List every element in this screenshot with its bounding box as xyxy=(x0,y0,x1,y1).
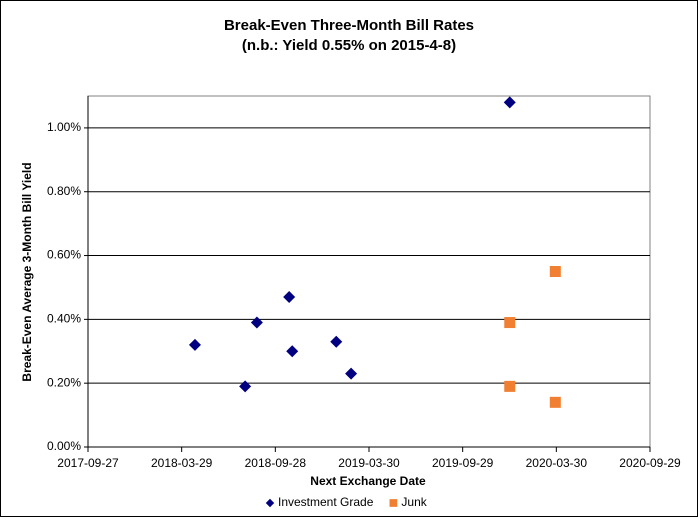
point xyxy=(250,316,263,329)
y-axis-label: Break-Even Average 3-Month Bill Yield xyxy=(20,162,34,381)
point xyxy=(188,338,201,351)
y-tick-label: 0.60% xyxy=(47,248,81,262)
chart-title: Break-Even Three-Month Bill Rates xyxy=(224,17,474,34)
plot-area xyxy=(87,95,651,448)
point xyxy=(503,96,516,109)
point xyxy=(239,380,252,393)
legend-marker xyxy=(265,498,275,508)
x-axis-label: Next Exchange Date xyxy=(310,474,426,488)
x-tick-label: 2017-09-27 xyxy=(57,456,119,470)
y-tick-label: 0.80% xyxy=(47,184,81,198)
point xyxy=(330,335,343,348)
point xyxy=(549,266,561,277)
y-tick-label: 0.00% xyxy=(47,439,81,453)
legend-label: Investment Grade xyxy=(278,495,374,509)
x-tick-label: 2020-09-29 xyxy=(619,456,681,470)
x-tick-label: 2020-03-30 xyxy=(526,456,588,470)
point xyxy=(286,345,299,358)
point xyxy=(504,317,516,329)
legend-marker xyxy=(389,499,398,507)
chart-subtitle: (n.b.: Yield 0.55% on 2015-4-8) xyxy=(242,37,456,54)
x-tick-label: 2018-09-28 xyxy=(245,456,307,470)
point xyxy=(504,380,516,392)
point xyxy=(549,396,561,408)
y-tick-label: 0.40% xyxy=(47,312,81,326)
x-tick-label: 2019-03-30 xyxy=(338,456,400,470)
point xyxy=(345,367,358,380)
x-tick-label: 2019-09-29 xyxy=(432,456,494,470)
y-tick-label: 1.00% xyxy=(47,120,81,134)
legend-label: Junk xyxy=(401,495,427,509)
y-tick-label: 0.20% xyxy=(47,375,81,389)
x-tick-label: 2018-03-29 xyxy=(151,456,213,470)
point xyxy=(283,291,296,304)
